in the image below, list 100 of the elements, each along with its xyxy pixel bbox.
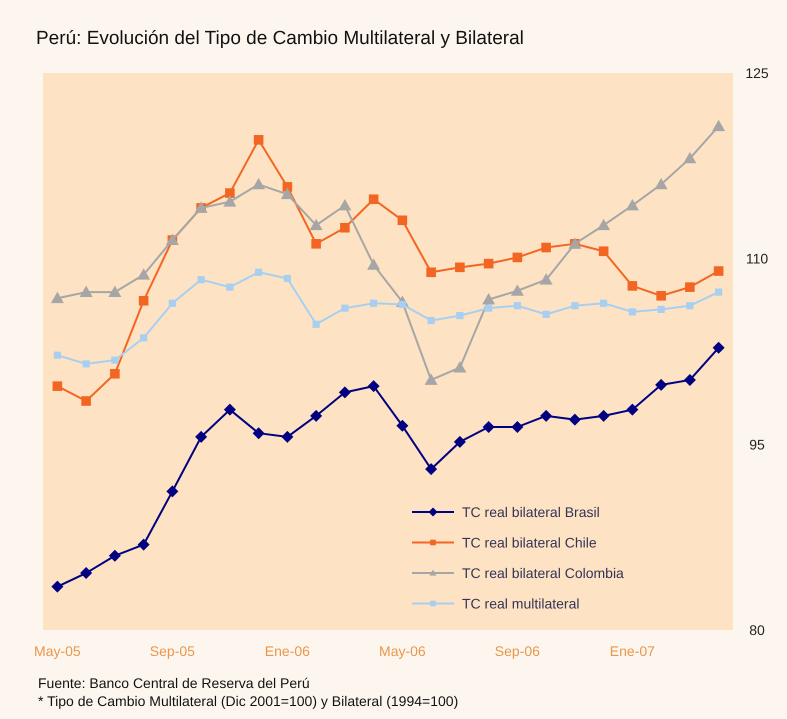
point <box>254 135 264 145</box>
point <box>598 246 608 256</box>
point <box>684 374 696 386</box>
point <box>455 262 465 272</box>
y-tick-label: 110 <box>746 250 768 267</box>
point <box>80 567 92 580</box>
point <box>571 302 578 310</box>
point <box>140 334 148 342</box>
x-tick-label: Sep-06 <box>494 643 540 659</box>
point <box>310 410 322 422</box>
point <box>398 215 408 226</box>
y-tick-label: 95 <box>749 436 765 452</box>
point <box>485 304 492 312</box>
point <box>311 239 321 249</box>
point <box>137 268 150 280</box>
point <box>514 302 521 310</box>
point <box>168 300 176 307</box>
point <box>511 421 524 434</box>
point <box>284 274 291 282</box>
x-tick-label: Sep-05 <box>150 643 196 659</box>
point <box>396 420 408 432</box>
point <box>428 316 435 324</box>
point <box>600 300 608 307</box>
point <box>628 308 636 316</box>
point <box>484 258 494 268</box>
point <box>685 282 695 292</box>
chart-title: Perú: Evolución del Tipo de Cambio Multilateral y Bilateral <box>36 28 524 49</box>
point <box>255 268 262 276</box>
point <box>712 120 726 132</box>
point <box>108 286 122 297</box>
point <box>138 296 148 306</box>
point <box>54 352 61 359</box>
x-tick-label: May-05 <box>34 643 81 659</box>
point <box>541 242 551 252</box>
point <box>198 276 205 284</box>
point <box>540 273 553 285</box>
x-tick-label: Ene-06 <box>264 643 310 659</box>
point <box>108 550 121 562</box>
point <box>111 356 118 364</box>
point <box>424 373 438 385</box>
point <box>683 152 696 164</box>
point <box>715 288 722 296</box>
point <box>81 396 91 406</box>
point <box>338 386 351 398</box>
point <box>225 188 235 198</box>
point <box>368 380 380 392</box>
point <box>542 310 550 318</box>
point <box>368 194 378 204</box>
point <box>50 292 64 304</box>
point <box>280 188 294 200</box>
point <box>224 404 236 416</box>
x-tick-label: May-06 <box>379 643 426 659</box>
point <box>655 378 668 391</box>
point <box>426 267 436 278</box>
point <box>568 414 581 426</box>
point <box>166 485 178 498</box>
point <box>512 252 522 262</box>
point <box>482 293 496 304</box>
point <box>454 436 466 448</box>
point <box>340 222 350 233</box>
source-note: Fuente: Banco Central de Reserva del Perú <box>38 675 310 691</box>
point <box>310 218 323 230</box>
point <box>223 195 236 207</box>
point <box>510 284 524 296</box>
point <box>338 198 352 210</box>
point <box>80 286 93 297</box>
point <box>110 368 120 379</box>
point <box>312 320 320 328</box>
point <box>52 381 62 391</box>
point <box>82 360 90 368</box>
point <box>138 538 150 551</box>
point <box>453 361 466 372</box>
point <box>597 218 610 230</box>
point <box>195 430 208 443</box>
point <box>598 410 610 422</box>
point <box>658 306 665 314</box>
point <box>656 291 666 301</box>
point <box>341 304 348 312</box>
point <box>540 410 552 422</box>
point <box>628 281 638 291</box>
point <box>51 580 64 593</box>
point <box>367 258 380 270</box>
x-tick-label: Ene-07 <box>610 643 656 659</box>
point <box>714 266 724 276</box>
point <box>252 178 266 190</box>
point <box>425 463 438 476</box>
point <box>456 312 464 320</box>
point <box>626 404 638 416</box>
point <box>654 178 668 190</box>
point <box>686 302 694 310</box>
point <box>626 198 639 210</box>
legend-label: TC real bilateral Colombia <box>462 565 624 581</box>
legend-label: TC real bilateral Brasil <box>462 504 600 520</box>
point <box>712 342 725 354</box>
y-tick-label: 125 <box>745 65 769 81</box>
point <box>252 427 265 440</box>
point <box>370 300 378 307</box>
point <box>281 430 294 443</box>
y-tick-label: 80 <box>749 622 765 638</box>
point <box>482 421 495 434</box>
